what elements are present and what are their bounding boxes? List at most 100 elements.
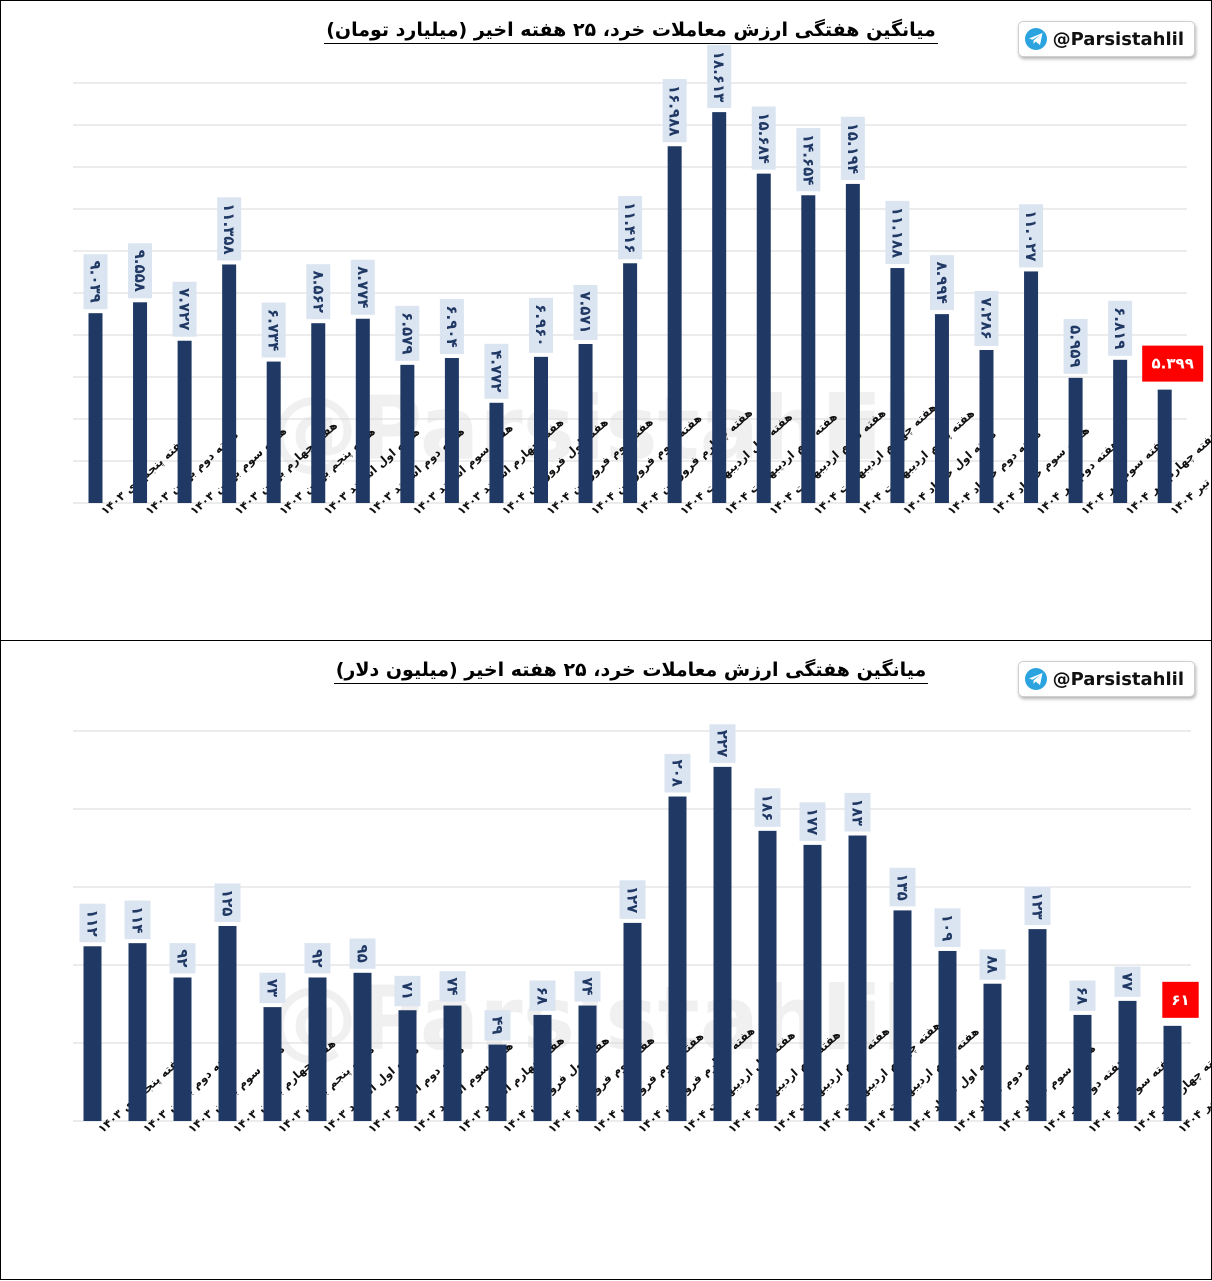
value-label-box [1162,981,1199,1018]
value-label: ۱۱.۳۵۸ [220,203,238,254]
value-label: ۷.۵۷۱ [577,291,595,333]
value-label-box [529,980,556,1011]
bar [534,356,548,503]
value-label-box [618,196,643,260]
value-label-box [1024,886,1051,926]
value-label-box [799,802,826,841]
chart-title: میانگین هفتگی ارزش معاملات خرد، ۲۵ هفته … [181,659,1081,684]
value-label-box [619,880,646,919]
value-label-box [304,943,331,974]
value-label: ۱۸۳ [849,798,867,825]
bar [1118,1000,1137,1121]
value-label: ۷۱ [399,982,417,1000]
value-label: ۶.۹۰۴ [443,305,461,347]
bar [713,766,732,1121]
bar [801,195,816,504]
value-label-box [707,44,732,109]
value-label-box [885,200,910,265]
bar [355,318,370,503]
bar [848,835,867,1121]
value-label: ۷.۲۸۶ [978,297,996,339]
value-label-box [306,264,331,320]
value-label: ۹۲ [174,949,192,967]
value-label: ۹۵ [354,944,372,962]
value-label: ۶.۷۳۴ [265,309,283,351]
bar [1028,929,1047,1121]
value-label: ۹.۰۳۹ [87,261,105,303]
value-label: ۱۸.۶۱۳ [710,51,728,102]
bar [1113,359,1128,503]
value-label-box [439,299,464,355]
bar [308,977,327,1121]
bar [979,349,994,503]
value-label-box [574,971,601,1002]
value-label: ۱۵.۱۹۴ [844,123,862,174]
value-label: ۴۹ [489,1016,507,1034]
value-label-box [573,285,598,341]
bar [578,1005,597,1121]
value-label-box [1142,345,1204,382]
value-label: ۱۶.۹۸۸ [666,85,684,136]
value-label: ۱۳۵ [894,873,912,900]
value-label: ۶۸ [534,987,552,1005]
value-label-box [169,943,196,974]
bar [489,402,504,503]
value-label: ۱۱.۰۲۷ [1022,210,1040,261]
value-label-box [172,281,197,337]
value-label: ۶.۵۷۹ [398,312,416,354]
value-label: ۹.۵۵۸ [131,250,149,292]
bar [128,943,147,1121]
value-label-box [751,106,776,170]
bar [1073,1014,1092,1121]
value-label: ۸.۹۹۴ [933,261,951,303]
bar [488,1044,507,1121]
bar [266,361,281,503]
value-label: ۱۵.۶۸۴ [755,112,773,163]
value-label-box [929,255,954,311]
value-label: ۵.۹۵۹ [1067,325,1085,367]
value-label: ۱۱.۱۸۸ [888,207,906,258]
bar [311,323,326,503]
value-label: ۱۰۹ [939,914,957,941]
bar [803,844,822,1121]
bar [578,344,593,503]
bar [893,910,912,1121]
value-label-box [529,297,553,353]
bar [398,1010,417,1121]
value-label: ۱۸۶ [759,794,777,821]
bar [83,946,102,1121]
value-label-box [349,938,376,969]
value-label-box [261,302,286,358]
value-label: ۷۳ [264,979,282,997]
value-label-box [840,116,865,180]
value-label-box [934,908,961,947]
value-label-box [979,949,1006,980]
value-label-box [124,900,151,940]
value-label: ۱۷۷ [804,808,822,835]
bar [668,796,687,1121]
value-label: ۶۸ [1074,987,1092,1005]
bar [623,263,638,503]
value-label-box [844,792,871,832]
bar [263,1007,282,1121]
value-label-box [1063,318,1088,374]
bar [533,1014,552,1121]
value-label: ۷۷ [1119,973,1137,991]
value-label: ۵.۳۹۹ [1152,355,1194,373]
value-label: ۶۱ [1171,991,1189,1009]
bar [88,313,103,503]
value-label-box [217,197,242,261]
value-label: ۹۲ [309,949,327,967]
bar [938,950,957,1121]
bar [756,173,771,504]
value-label-box [83,254,108,310]
chart-panel-toman: میانگین هفتگی ارزش معاملات خرد، ۲۵ هفته … [0,0,1212,641]
bar [1157,389,1172,503]
telegram-icon [1024,28,1047,50]
value-label-box [484,1010,511,1041]
value-label-box [128,243,153,299]
telegram-handle-badge[interactable]: @Parsistahlil [1017,21,1195,57]
bar [444,358,459,503]
telegram-handle-badge[interactable]: @Parsistahlil [1017,661,1195,697]
